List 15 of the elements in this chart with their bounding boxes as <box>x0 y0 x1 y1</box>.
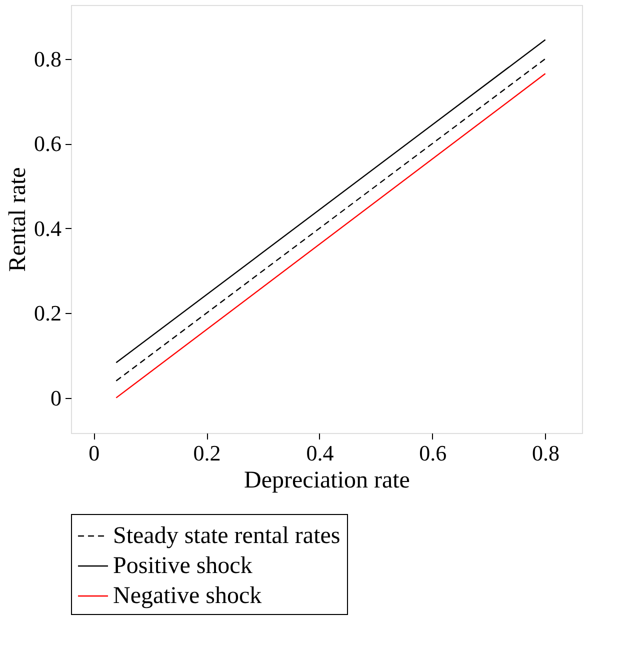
y-tick-label: 0.4 <box>34 216 62 241</box>
legend-label: Steady state rental rates <box>113 523 340 549</box>
x-tick-label: 0 <box>88 440 100 466</box>
y-tick-label: 0.8 <box>34 46 62 72</box>
x-tick-label: 0.6 <box>419 440 447 466</box>
legend-label: Negative shock <box>113 583 262 609</box>
x-tick-label: 0.4 <box>306 440 334 466</box>
x-tick-label: 0.2 <box>193 440 221 466</box>
y-tick-label: 0.2 <box>34 300 62 326</box>
legend-label: Positive shock <box>113 553 252 579</box>
x-tick-label: 0.8 <box>532 440 560 466</box>
y-tick-label: 0.6 <box>34 131 62 156</box>
y-tick-label: 0 <box>50 385 62 410</box>
x-axis-title: Depreciation rate <box>244 468 410 494</box>
y-axis-title: Rental rate <box>5 167 31 272</box>
